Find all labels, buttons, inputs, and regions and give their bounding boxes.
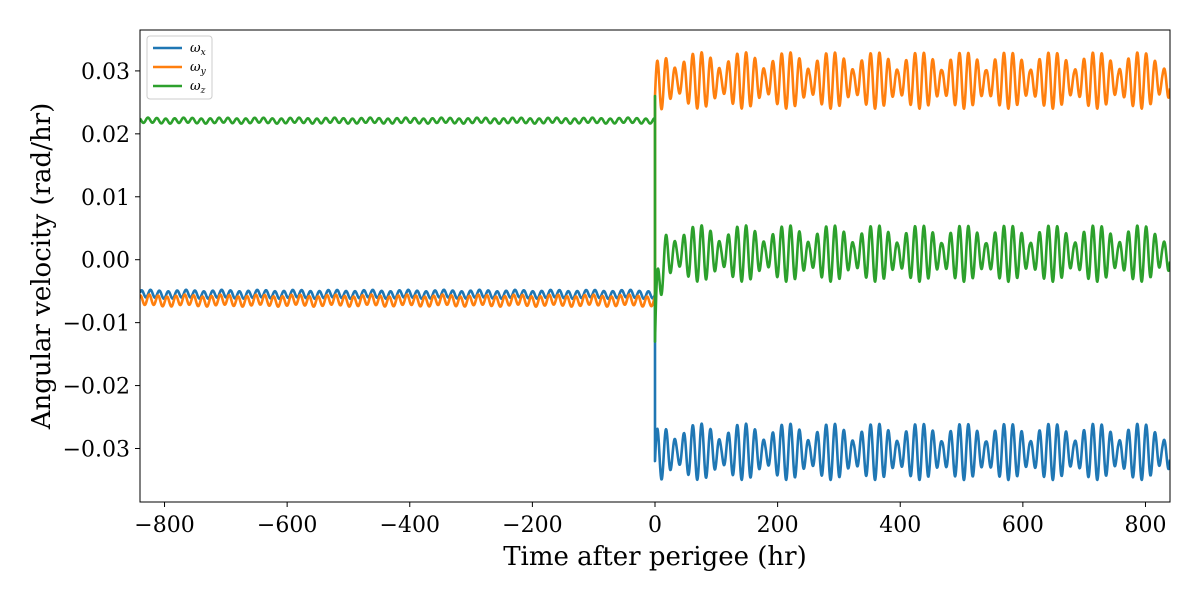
x-tick-label: 800 — [1124, 513, 1166, 538]
x-axis-label: Time after perigee (hr) — [503, 542, 807, 572]
y-tick-label: 0.01 — [81, 186, 130, 211]
x-tick-label: 400 — [879, 513, 921, 538]
x-tick-label: −200 — [502, 513, 562, 538]
y-tick-label: −0.01 — [63, 312, 130, 337]
y-tick-label: 0.02 — [81, 123, 130, 148]
y-tick-label: 0.00 — [81, 249, 130, 274]
x-tick-label: 200 — [757, 513, 799, 538]
y-axis-label: Angular velocity (rad/hr) — [27, 103, 57, 431]
y-tick-label: −0.02 — [63, 375, 130, 400]
x-tick-label: −600 — [257, 513, 317, 538]
series-line-omega-z — [140, 94, 1170, 343]
x-tick-label: −400 — [380, 513, 440, 538]
x-tick-label: 0 — [648, 513, 662, 538]
x-tick-label: 600 — [1002, 513, 1044, 538]
ticks-layer: −800 −600 −400 −200 0 200 400 600 800 −0.03 −0.02 −… — [63, 60, 1167, 538]
y-tick-label: 0.03 — [81, 60, 130, 85]
x-tick-label: −800 — [134, 513, 194, 538]
y-tick-label: −0.03 — [63, 438, 130, 463]
series-layer — [140, 51, 1170, 482]
series-line-omega-x — [140, 288, 1170, 482]
